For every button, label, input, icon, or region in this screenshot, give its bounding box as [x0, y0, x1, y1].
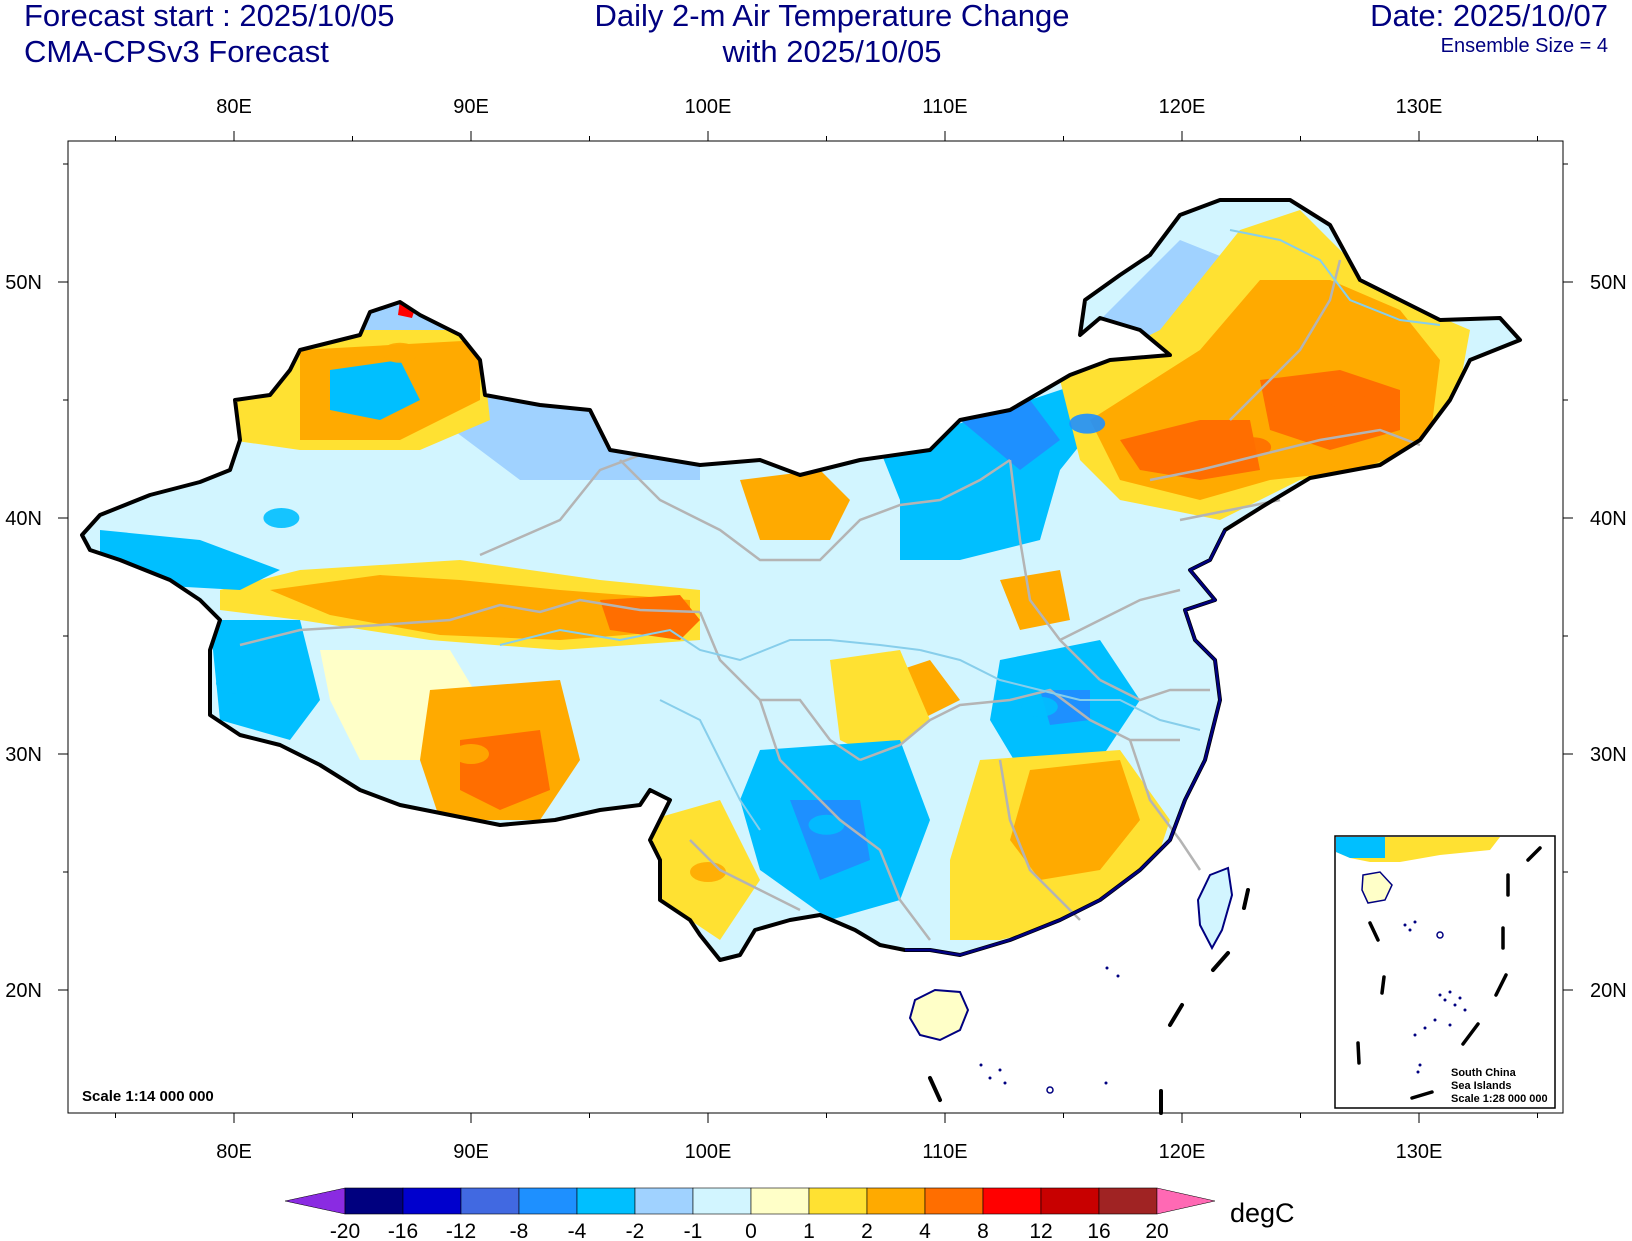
lat-label-right: 30N — [1590, 744, 1627, 766]
inset-map: South China Sea Islands Scale 1:28 000 0… — [1334, 835, 1556, 1109]
temperature-region-marker — [1069, 413, 1106, 434]
forecast-start-label: Forecast start : 2025/10/05 — [24, 0, 395, 33]
province-borders — [239, 259, 1421, 941]
chart-title: Daily 2-m Air Temperature Change — [594, 0, 1070, 33]
colorbar-tick-label: 2 — [861, 1220, 873, 1241]
lon-label-top: 130E — [1396, 96, 1443, 118]
rivers — [499, 229, 1441, 831]
coastline — [905, 529, 1227, 957]
colorbar-swatch — [692, 1187, 752, 1215]
temperature-region-marker — [690, 862, 726, 882]
colorbar-swatch — [1040, 1187, 1100, 1215]
lat-label-left: 20N — [5, 980, 42, 1002]
lat-label-left: 50N — [5, 272, 42, 294]
temperature-contour — [830, 650, 930, 760]
colorbar-tick-label: -1 — [684, 1220, 703, 1241]
lon-label-bottom: 100E — [685, 1141, 732, 1163]
colorbar-swatch — [634, 1187, 694, 1215]
colorbar-tick-label: -12 — [446, 1220, 476, 1241]
colorbar-swatch — [518, 1187, 578, 1215]
map-scale-label: Scale 1:14 000 000 — [82, 1088, 214, 1105]
colorbar-over-triangle — [1156, 1187, 1216, 1215]
nine-dash-line — [928, 888, 1250, 1115]
lon-label-bottom: 120E — [1159, 1141, 1206, 1163]
chart-subtitle: with 2025/10/05 — [722, 34, 942, 69]
temperature-region-marker — [1329, 390, 1366, 410]
colorbar-tick-label: 1 — [803, 1220, 815, 1241]
temperature-region-marker — [808, 814, 845, 835]
colorbar-tick-label: 4 — [919, 1220, 931, 1241]
lon-label-top: 100E — [685, 96, 732, 118]
temperature-contour — [210, 620, 320, 740]
colorbar-swatch — [924, 1187, 984, 1215]
inset-nine-dash-line — [1356, 846, 1542, 1100]
valid-date-label: Date: 2025/10/07 — [1370, 0, 1608, 33]
temperature-region-marker — [453, 744, 489, 764]
lon-label-bottom: 110E — [922, 1141, 967, 1163]
temperature-contour — [960, 400, 1060, 470]
colorbar-swatch — [866, 1187, 926, 1215]
lat-label-right: 40N — [1590, 508, 1627, 530]
inset-label-line2: Sea Islands — [1451, 1080, 1512, 1092]
colorbar-swatch — [750, 1187, 810, 1215]
lat-label-right: 50N — [1590, 272, 1627, 294]
temperature-region-marker — [263, 508, 300, 528]
temperature-region-marker — [1021, 696, 1058, 717]
colorbar-swatch — [982, 1187, 1042, 1215]
colorbar-tick-label: -4 — [568, 1220, 587, 1241]
colorbar: -20 -16 -12 -8 -4 -2 -1 0 1 2 4 8 12 16 20 — [284, 1187, 1216, 1241]
inset-hainan — [1361, 871, 1393, 904]
colorbar-under-triangle — [284, 1187, 346, 1215]
lon-label-bottom: 80E — [216, 1141, 252, 1163]
colorbar-swatch — [1098, 1187, 1158, 1215]
colorbar-tick-label: 12 — [1029, 1220, 1052, 1241]
colorbar-tick-label: -20 — [330, 1220, 360, 1241]
temperature-contour — [330, 360, 420, 420]
ensemble-size-label: Ensemble Size = 4 — [1440, 35, 1608, 57]
south-china-sea-islands — [979, 966, 1120, 1094]
inset-islands — [1403, 920, 1467, 1074]
taiwan-island — [1196, 866, 1234, 951]
map-axes: 80E 80E 90E 90E 100E 100E 110E 110E 120E 120E 130E… — [5, 96, 1626, 1163]
lon-label-top: 110E — [922, 96, 967, 118]
colorbar-swatch — [808, 1187, 868, 1215]
lon-label-top: 120E — [1159, 96, 1206, 118]
lon-label-bottom: 130E — [1396, 1141, 1443, 1163]
colorbar-tick-label: -8 — [510, 1220, 529, 1241]
colorbar-tick-label: 20 — [1145, 1220, 1168, 1241]
colorbar-swatch — [460, 1187, 520, 1215]
colorbar-swatch — [344, 1187, 404, 1215]
colorbar-tick-label: 16 — [1087, 1220, 1110, 1241]
colorbar-unit-label: degC — [1230, 1198, 1295, 1228]
temperature-contour — [1010, 760, 1140, 880]
inset-frame — [1334, 835, 1556, 1109]
temperature-contour — [1000, 570, 1070, 630]
temperature-region-marker — [381, 342, 418, 363]
colorbar-swatch — [402, 1187, 462, 1215]
colorbar-swatch — [576, 1187, 636, 1215]
temperature-region-marker — [1235, 437, 1272, 458]
colorbar-tick-label: 8 — [977, 1220, 989, 1241]
temperature-contour — [790, 800, 870, 880]
inset-scale-label: Scale 1:28 000 000 — [1451, 1093, 1548, 1105]
temperature-contour — [270, 575, 690, 640]
lat-label-left: 40N — [5, 508, 42, 530]
temperature-region-marker — [216, 673, 252, 694]
model-label: CMA-CPSv3 Forecast — [24, 34, 329, 69]
hainan-island — [908, 988, 970, 1042]
temperature-contour — [740, 470, 850, 540]
colorbar-tick-label: -16 — [388, 1220, 418, 1241]
colorbar-tick-label: -2 — [626, 1220, 645, 1241]
lon-label-bottom: 90E — [453, 1141, 489, 1163]
temperature-contour — [1260, 370, 1400, 450]
lon-label-top: 90E — [453, 96, 489, 118]
lat-label-left: 30N — [5, 744, 42, 766]
lat-label-right: 20N — [1590, 980, 1627, 1002]
lon-label-top: 80E — [216, 96, 252, 118]
inset-label-line1: South China — [1451, 1067, 1517, 1079]
colorbar-tick-label: 0 — [745, 1220, 757, 1241]
inset-mainland-cold — [1336, 837, 1385, 858]
temperature-region-marker — [1045, 838, 1082, 859]
